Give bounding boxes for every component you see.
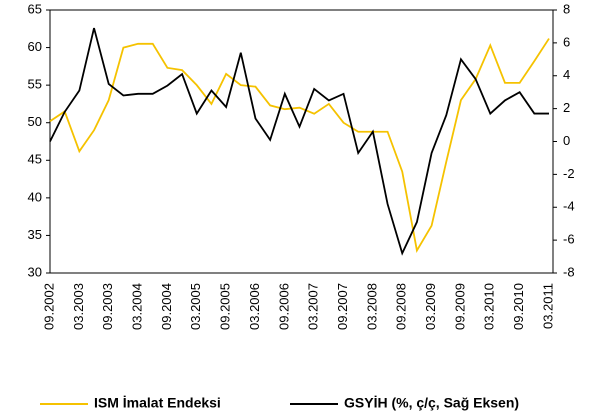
y-tick-label: 55	[28, 77, 42, 92]
x-tick-label: 03.2007	[306, 283, 321, 330]
y-tick-label: 60	[28, 39, 42, 54]
y2-tick-label: 2	[563, 100, 570, 115]
y-tick-label: 40	[28, 189, 42, 204]
series-line	[49, 27, 549, 256]
y-tick-label: 35	[28, 227, 42, 242]
x-tick-label: 09.2009	[452, 283, 467, 330]
x-tick-label: 03.2008	[364, 283, 379, 330]
x-tick-label: 09.2010	[511, 283, 526, 330]
y2-tick-label: -2	[563, 166, 575, 181]
y2-tick-label: -8	[563, 264, 575, 279]
x-tick-label: 09.2007	[335, 283, 350, 330]
x-tick-label: 03.2005	[188, 283, 203, 330]
y-tick-label: 50	[28, 114, 42, 129]
y2-tick-label: -6	[563, 232, 575, 247]
series-line	[49, 38, 550, 253]
x-tick-label: 09.2002	[41, 283, 56, 330]
x-tick-label: 09.2008	[394, 283, 409, 330]
legend-label: ISM İmalat Endeksi	[94, 395, 221, 411]
y-tick-label: 45	[28, 152, 42, 167]
plot-frame	[49, 9, 554, 274]
x-tick-label: 03.2004	[129, 283, 144, 330]
y2-tick-label: 0	[563, 133, 570, 148]
y2-tick-label: 4	[563, 67, 570, 82]
x-tick-label: 03.2009	[423, 283, 438, 330]
x-tick-label: 03.2006	[247, 283, 262, 330]
y2-tick-label: -4	[563, 199, 575, 214]
y2-tick-label: 6	[563, 34, 570, 49]
x-tick-label: 09.2005	[218, 283, 233, 330]
y-tick-label: 30	[28, 264, 42, 279]
x-tick-label: 09.2004	[159, 283, 174, 330]
x-tick-label: 03.2003	[71, 283, 86, 330]
x-tick-label: 03.2010	[482, 283, 497, 330]
legend-label: GSYİH (%, ç/ç, Sağ Eksen)	[344, 395, 519, 411]
x-tick-label: 03.2011	[540, 283, 555, 329]
legend: ISM İmalat Endeksi GSYİH (%, ç/ç, Sağ Eks…	[40, 395, 519, 411]
x-tick-label: 09.2006	[276, 283, 291, 330]
x-tick-label: 09.2003	[100, 283, 115, 330]
y-tick-label: 65	[28, 1, 42, 16]
y2-tick-label: 8	[563, 1, 570, 16]
